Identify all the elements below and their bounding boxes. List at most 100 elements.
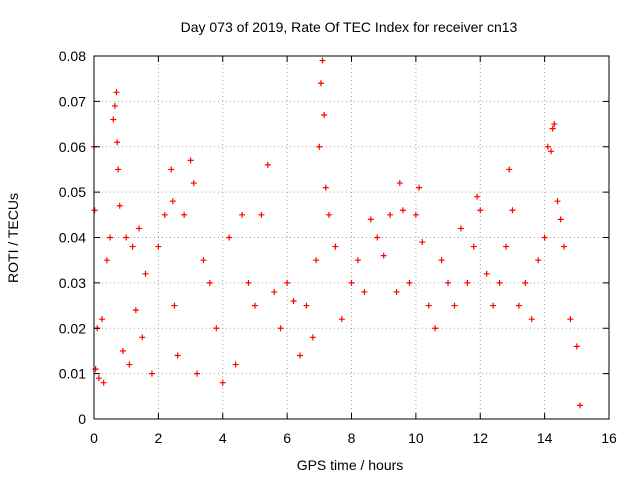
data-point: [317, 80, 324, 87]
data-point: [169, 198, 176, 205]
data-point: [303, 302, 310, 309]
data-point: [332, 243, 339, 250]
data-point: [567, 316, 574, 323]
data-points: [91, 57, 584, 409]
data-point: [113, 89, 120, 96]
x-tick-label: 6: [283, 430, 291, 446]
data-point: [136, 225, 143, 232]
x-tick-label: 12: [472, 430, 488, 446]
data-point: [354, 257, 361, 264]
data-point: [464, 279, 471, 286]
data-point: [129, 243, 136, 250]
y-tick-label: 0.05: [59, 184, 86, 200]
data-point: [168, 166, 175, 173]
data-point: [535, 257, 542, 264]
data-point: [506, 166, 513, 173]
x-tick-label: 8: [348, 430, 356, 446]
data-point: [416, 184, 423, 191]
y-tick-label: 0.08: [59, 48, 86, 64]
x-tick-label: 0: [90, 430, 98, 446]
data-point: [554, 198, 561, 205]
data-point: [474, 193, 481, 200]
y-tick-label: 0.01: [59, 366, 86, 382]
data-point: [190, 180, 197, 187]
data-point: [338, 316, 345, 323]
x-tick-label: 16: [601, 430, 617, 446]
data-point: [503, 243, 509, 250]
data-point: [549, 125, 556, 132]
data-point: [509, 207, 516, 214]
y-tick-label: 0.02: [59, 320, 86, 336]
data-point: [100, 379, 107, 386]
data-point: [148, 370, 155, 377]
data-point: [264, 161, 271, 168]
data-point: [313, 257, 320, 264]
data-point: [560, 243, 567, 250]
data-point: [297, 352, 303, 359]
data-point: [490, 302, 497, 309]
data-point: [557, 216, 564, 223]
data-point: [251, 302, 258, 309]
data-point: [477, 207, 484, 214]
x-axis-label: GPS time / hours: [297, 457, 404, 473]
data-point: [161, 211, 168, 218]
data-point: [515, 302, 522, 309]
data-point: [110, 116, 117, 123]
data-point: [400, 207, 406, 214]
data-point: [522, 279, 529, 286]
data-point: [123, 234, 130, 241]
data-point: [316, 143, 323, 150]
data-point: [194, 370, 200, 377]
data-point: [213, 325, 220, 332]
data-point: [284, 279, 291, 286]
data-point: [126, 361, 133, 368]
data-point: [309, 334, 316, 341]
data-point: [325, 211, 332, 218]
data-point: [91, 207, 98, 214]
data-point: [367, 216, 374, 223]
data-point: [277, 325, 284, 332]
data-point: [95, 375, 102, 382]
data-point: [425, 302, 432, 309]
data-point: [139, 334, 146, 341]
data-point: [438, 257, 445, 264]
data-point: [115, 166, 122, 173]
data-point: [290, 298, 297, 305]
data-point: [245, 279, 252, 286]
x-tick-label: 2: [154, 430, 162, 446]
data-point: [528, 316, 535, 323]
data-point: [322, 184, 329, 191]
data-point: [119, 347, 126, 354]
data-point: [219, 379, 226, 386]
data-point: [171, 302, 178, 309]
data-point: [577, 402, 584, 409]
data-point: [174, 352, 181, 359]
data-point: [406, 279, 413, 286]
data-point: [226, 234, 233, 241]
data-point: [239, 211, 246, 218]
data-point: [114, 139, 121, 146]
data-point: [457, 225, 464, 232]
y-tick-label: 0.06: [59, 139, 86, 155]
data-point: [380, 252, 387, 259]
data-point: [319, 57, 326, 64]
data-point: [544, 143, 551, 150]
axis-ticks: 0 2 4 6 8 10 12 14 16 0 0.01 0.02 0.03 0.04 0.05 0.06 0.…: [59, 48, 617, 446]
data-point: [142, 270, 149, 277]
data-point: [321, 111, 328, 118]
y-tick-label: 0.03: [59, 275, 86, 291]
data-point: [374, 234, 381, 241]
data-point: [451, 302, 458, 309]
data-point: [155, 243, 162, 250]
data-point: [496, 279, 503, 286]
x-tick-label: 4: [219, 430, 227, 446]
data-point: [387, 211, 394, 218]
data-point: [361, 288, 368, 295]
data-point: [232, 361, 239, 368]
y-axis-label: ROTI / TECUs: [5, 193, 21, 283]
data-point: [200, 257, 207, 264]
chart-title: Day 073 of 2019, Rate Of TEC Index for r…: [181, 19, 518, 35]
data-point: [432, 325, 439, 332]
data-point: [132, 307, 139, 314]
